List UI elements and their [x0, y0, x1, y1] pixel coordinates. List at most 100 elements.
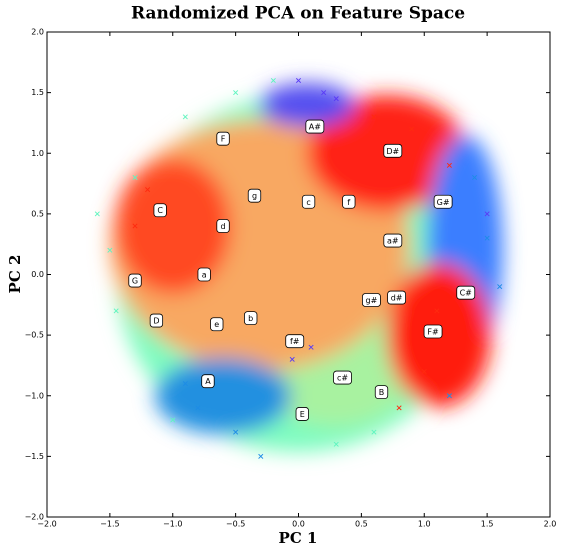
annotation-box — [374, 385, 389, 400]
annotation: B — [374, 385, 389, 400]
point — [409, 126, 415, 132]
annotation-box — [433, 194, 453, 209]
annotation-box — [456, 285, 476, 300]
annotation-box — [149, 313, 164, 328]
annotation-label: E — [300, 410, 305, 419]
annotation: d — [216, 219, 230, 233]
annotation-label: f — [347, 198, 350, 207]
annotation-label: A — [205, 377, 211, 386]
annotation-label: f# — [290, 337, 300, 346]
annotation-label: C# — [460, 289, 473, 298]
y-tick-label: 1.5 — [31, 88, 44, 97]
annotation-box — [333, 370, 352, 385]
point — [182, 114, 188, 120]
annotation: D — [149, 313, 164, 328]
point-cloud — [110, 83, 503, 452]
annotation-box — [197, 267, 211, 282]
point — [371, 429, 377, 435]
y-tick-label: 1.0 — [31, 149, 44, 158]
annotation-box — [342, 194, 356, 209]
annotation-box — [305, 119, 325, 134]
point — [107, 247, 113, 253]
annotation: G# — [433, 194, 453, 209]
point — [396, 405, 402, 411]
annotation: F# — [423, 324, 443, 339]
y-tick-label: 0.0 — [31, 270, 44, 279]
annotation-box — [153, 203, 167, 218]
annotation: a — [197, 267, 211, 282]
annotation-label: c# — [337, 374, 348, 383]
point — [446, 393, 452, 399]
annotation-box — [387, 290, 406, 305]
annotation-label: a — [202, 271, 207, 280]
annotation-box — [285, 334, 305, 349]
x-tick-label: 1.5 — [481, 520, 494, 529]
annotation: e — [210, 317, 224, 332]
point — [295, 77, 302, 84]
annotation-label: C — [157, 206, 163, 215]
x-tick-label: −2.0 — [37, 520, 56, 529]
point — [484, 211, 490, 217]
annotation-box — [210, 317, 224, 332]
annotation-label: g# — [366, 296, 378, 305]
x-tick-label: −1.0 — [163, 520, 182, 529]
point — [421, 368, 427, 375]
annotation-label: G — [132, 277, 138, 286]
annotation: b — [244, 311, 258, 326]
y-tick-label: −1.0 — [25, 391, 44, 400]
annotation: a# — [383, 233, 403, 248]
annotation-label: F# — [427, 327, 439, 336]
point — [182, 381, 188, 387]
annotation-label: B — [379, 388, 385, 397]
x-axis-label: PC 1 — [279, 529, 318, 547]
annotation: g — [247, 188, 262, 203]
y-tick-label: 2.0 — [31, 28, 44, 37]
point — [132, 174, 138, 181]
annotation-label: d — [221, 222, 226, 231]
point — [258, 453, 264, 459]
annotation-box — [247, 188, 262, 203]
annotation-box — [383, 233, 403, 248]
point — [132, 223, 138, 229]
annotation-box — [383, 143, 403, 158]
y-tick-label: −2.0 — [25, 513, 44, 522]
annotation-box — [423, 324, 443, 339]
annotation-label: G# — [437, 198, 450, 207]
annotation-label: d# — [391, 294, 403, 303]
annotation: c — [301, 194, 316, 209]
annotation-label: D# — [386, 147, 399, 156]
annotation: C# — [456, 285, 476, 300]
annotation-box — [128, 273, 142, 288]
x-tick-label: 0.5 — [355, 520, 368, 529]
point — [308, 344, 314, 350]
annotation-label: g — [252, 192, 257, 201]
point — [145, 187, 151, 193]
annotation-box — [201, 374, 215, 389]
point — [195, 405, 201, 411]
x-tick-label: 2.0 — [544, 520, 557, 529]
annotation: F — [216, 131, 230, 146]
point — [497, 284, 503, 290]
annotation: E — [295, 407, 309, 421]
annotation: A — [201, 374, 215, 389]
y-tick-label: −0.5 — [25, 331, 44, 340]
x-tick-label: 0.0 — [292, 520, 305, 529]
y-tick-label: −1.5 — [25, 452, 44, 461]
y-tick-label: 0.5 — [31, 209, 44, 218]
chart-title: Randomized PCA on Feature Space — [131, 4, 465, 24]
x-tick-label: −0.5 — [226, 520, 245, 529]
point — [94, 211, 100, 217]
x-tick-label: 1.0 — [418, 520, 431, 529]
point — [333, 441, 339, 447]
annotation: A# — [305, 119, 325, 134]
annotation-box — [301, 194, 316, 209]
annotation-box — [216, 131, 230, 146]
point — [113, 308, 119, 314]
annotation-label: a# — [387, 237, 399, 246]
annotation-label: A# — [309, 123, 321, 132]
annotation-box — [216, 219, 230, 233]
y-axis-label: PC 2 — [6, 255, 24, 294]
point — [289, 356, 295, 362]
annotation: c# — [333, 370, 352, 385]
